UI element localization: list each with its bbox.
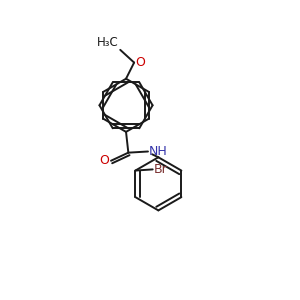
Text: NH: NH <box>149 145 167 158</box>
Text: O: O <box>135 56 145 69</box>
Text: O: O <box>99 154 109 167</box>
Text: H₃C: H₃C <box>98 36 119 49</box>
Text: Br: Br <box>153 163 167 176</box>
